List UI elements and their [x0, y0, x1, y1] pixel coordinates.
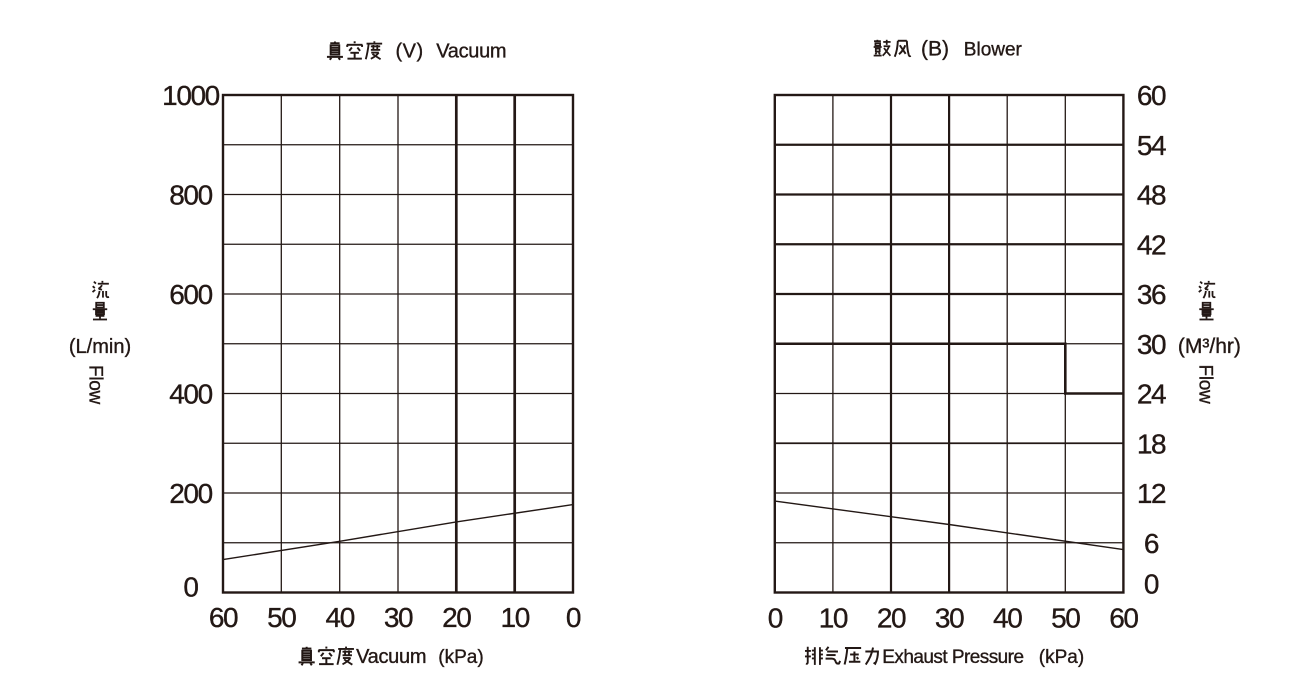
svg-text:40: 40 — [326, 602, 355, 633]
svg-text:400: 400 — [169, 379, 212, 410]
svg-text:30: 30 — [384, 602, 413, 633]
svg-text:0: 0 — [183, 572, 198, 603]
svg-text:6: 6 — [1144, 528, 1159, 559]
svg-text:0: 0 — [768, 603, 783, 634]
svg-text:42: 42 — [1137, 229, 1166, 260]
svg-text:48: 48 — [1137, 180, 1166, 211]
svg-text:(kPa): (kPa) — [1039, 647, 1084, 668]
svg-text:60: 60 — [209, 602, 238, 633]
svg-text:40: 40 — [993, 603, 1022, 634]
svg-text:800: 800 — [169, 180, 212, 211]
svg-text:30: 30 — [935, 603, 964, 634]
svg-text:0: 0 — [1144, 569, 1159, 600]
svg-text:10: 10 — [819, 603, 848, 634]
svg-text:Vacuum: Vacuum — [356, 646, 426, 668]
svg-text:1000: 1000 — [162, 80, 220, 111]
svg-text:Flow: Flow — [85, 365, 106, 404]
svg-text:(M³/hr): (M³/hr) — [1178, 335, 1241, 358]
svg-text:(B): (B) — [921, 38, 949, 61]
svg-text:(kPa): (kPa) — [438, 647, 483, 668]
svg-text:36: 36 — [1137, 279, 1166, 310]
svg-text:54: 54 — [1137, 130, 1166, 161]
svg-text:18: 18 — [1137, 428, 1166, 459]
svg-text:200: 200 — [169, 478, 212, 509]
svg-text:600: 600 — [169, 279, 212, 310]
svg-text:12: 12 — [1137, 478, 1166, 509]
svg-text:10: 10 — [501, 602, 530, 633]
svg-text:50: 50 — [267, 602, 296, 633]
svg-text:Blower: Blower — [964, 40, 1023, 61]
svg-text:20: 20 — [442, 602, 471, 633]
svg-text:30: 30 — [1137, 329, 1166, 360]
svg-text:Vacuum: Vacuum — [436, 41, 506, 63]
svg-text:0: 0 — [566, 602, 581, 633]
svg-text:Exhaust Pressure: Exhaust Pressure — [882, 647, 1023, 668]
svg-text:50: 50 — [1051, 603, 1080, 634]
svg-text:(V): (V) — [396, 41, 424, 63]
svg-text:60: 60 — [1109, 603, 1138, 634]
svg-text:60: 60 — [1137, 80, 1166, 111]
svg-text:20: 20 — [877, 603, 906, 634]
svg-text:24: 24 — [1137, 379, 1166, 410]
svg-text:(L/min): (L/min) — [69, 336, 131, 358]
svg-text:Flow: Flow — [1195, 365, 1216, 404]
